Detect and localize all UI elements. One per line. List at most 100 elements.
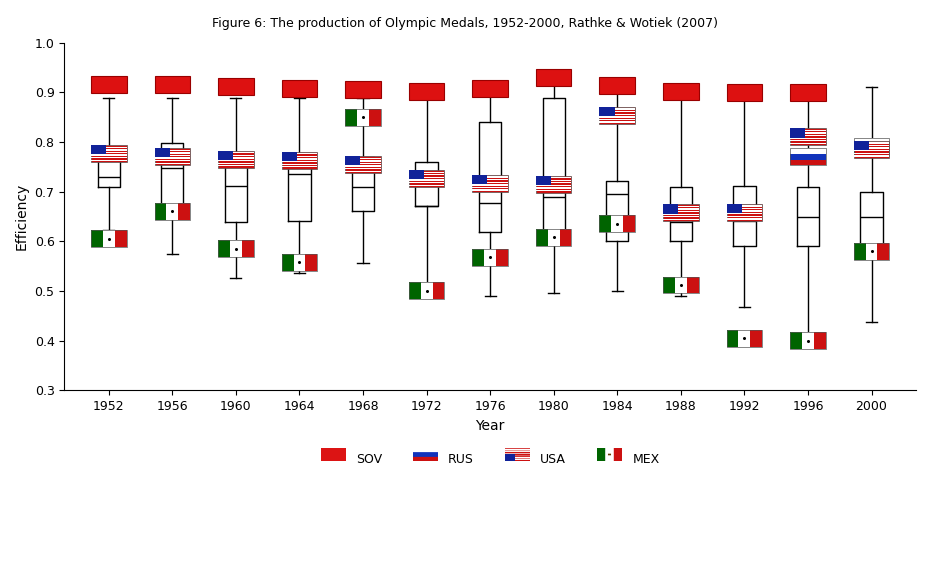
Bar: [790, 332, 802, 349]
Bar: [230, 240, 242, 257]
Bar: [472, 175, 488, 184]
Bar: [600, 77, 635, 94]
Bar: [155, 157, 190, 158]
Bar: [663, 83, 698, 100]
Bar: [282, 166, 317, 168]
Bar: [726, 213, 762, 214]
Bar: [345, 168, 381, 169]
Bar: [854, 138, 889, 155]
Bar: [854, 138, 889, 144]
Bar: [726, 205, 762, 206]
Bar: [282, 152, 297, 161]
Bar: [790, 133, 826, 134]
Bar: [155, 203, 167, 220]
Bar: [218, 157, 253, 158]
Bar: [433, 283, 444, 299]
Bar: [345, 165, 381, 167]
Bar: [218, 240, 253, 257]
Bar: [155, 148, 190, 165]
Bar: [472, 177, 508, 178]
Bar: [178, 203, 190, 220]
Bar: [218, 165, 253, 166]
Bar: [155, 148, 169, 157]
Bar: [472, 249, 484, 266]
Bar: [536, 229, 547, 246]
Bar: [536, 179, 572, 181]
Bar: [218, 151, 234, 160]
Bar: [536, 229, 572, 246]
Bar: [155, 203, 190, 220]
Bar: [726, 210, 762, 212]
Bar: [814, 332, 826, 349]
Bar: [663, 276, 675, 293]
Bar: [345, 109, 381, 126]
Bar: [726, 330, 738, 346]
Bar: [472, 249, 508, 266]
Bar: [409, 177, 444, 178]
Bar: [726, 330, 762, 346]
Bar: [600, 108, 635, 110]
Bar: [663, 205, 678, 214]
Bar: [218, 151, 253, 168]
Bar: [600, 107, 635, 124]
Bar: [282, 152, 317, 169]
Bar: [91, 230, 102, 247]
Bar: [345, 109, 358, 126]
Bar: [560, 229, 572, 246]
Bar: [472, 184, 508, 186]
Bar: [790, 130, 826, 131]
Bar: [91, 230, 127, 247]
Text: Figure 6: The production of Olympic Medals, 1952-2000, Rathke & Wotiek (2007): Figure 6: The production of Olympic Meda…: [212, 17, 719, 30]
Bar: [155, 162, 190, 164]
Bar: [536, 69, 572, 86]
Bar: [472, 175, 508, 192]
Bar: [345, 156, 381, 173]
Bar: [726, 204, 762, 221]
Bar: [218, 152, 253, 153]
Bar: [854, 144, 889, 149]
Bar: [802, 332, 814, 349]
Bar: [155, 160, 190, 161]
Bar: [369, 109, 381, 126]
Legend: SOV, RUS, USA, MEX: SOV, RUS, USA, MEX: [316, 447, 665, 471]
Bar: [854, 149, 889, 155]
Bar: [600, 215, 635, 232]
Bar: [282, 156, 317, 157]
Bar: [536, 177, 572, 178]
Bar: [91, 157, 127, 158]
Bar: [536, 182, 572, 183]
Bar: [790, 138, 826, 139]
Bar: [854, 153, 889, 154]
Bar: [472, 190, 508, 191]
Bar: [409, 171, 444, 173]
Bar: [155, 152, 190, 153]
Bar: [600, 119, 635, 120]
Bar: [790, 143, 826, 144]
Bar: [155, 76, 190, 93]
Bar: [91, 76, 127, 93]
Bar: [790, 140, 826, 142]
Bar: [726, 84, 762, 101]
Bar: [91, 152, 127, 153]
Bar: [345, 156, 360, 165]
Bar: [790, 148, 826, 165]
Bar: [600, 113, 635, 115]
Bar: [305, 254, 317, 271]
Bar: [242, 240, 253, 257]
Bar: [409, 174, 444, 175]
Bar: [854, 141, 889, 158]
Bar: [612, 215, 623, 232]
Bar: [854, 155, 889, 156]
Bar: [409, 184, 444, 186]
Bar: [91, 155, 127, 156]
Bar: [345, 163, 381, 164]
Bar: [600, 107, 614, 116]
Bar: [854, 145, 889, 146]
Bar: [282, 158, 317, 160]
Bar: [790, 84, 826, 101]
Bar: [358, 109, 369, 126]
X-axis label: Year: Year: [476, 418, 505, 433]
Bar: [854, 141, 869, 150]
Bar: [675, 276, 687, 293]
Bar: [282, 161, 317, 162]
